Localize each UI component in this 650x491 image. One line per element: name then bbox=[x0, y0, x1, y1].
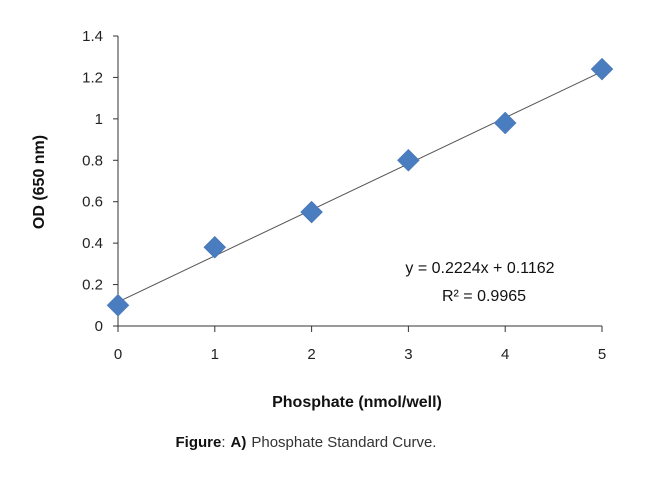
x-axis-title: Phosphate (nmol/well) bbox=[272, 394, 442, 411]
y-tick-label: 1 bbox=[95, 111, 103, 128]
data-point bbox=[203, 235, 227, 259]
data-point bbox=[590, 57, 614, 81]
x-tick-label: 3 bbox=[404, 346, 412, 363]
x-tick-label: 5 bbox=[598, 346, 606, 363]
y-tick-label: 0.6 bbox=[82, 194, 103, 211]
trendline-layer bbox=[117, 71, 603, 303]
y-axis-title: OD (650 nm) bbox=[31, 135, 48, 229]
figure-caption: Figure: A) Phosphate Standard Curve. bbox=[176, 434, 437, 451]
x-tick-label: 4 bbox=[501, 346, 509, 363]
caption-prefix: Figure bbox=[176, 434, 222, 451]
caption-text: Phosphate Standard Curve. bbox=[251, 434, 436, 451]
y-tick-label: 0.2 bbox=[82, 277, 103, 294]
labels: OD (650 nm) Phosphate (nmol/well) y = 0.… bbox=[31, 135, 555, 451]
data-points bbox=[106, 57, 614, 317]
data-point bbox=[300, 200, 323, 224]
axes: 0 0.2 0.4 0.6 0.8 1 1.2 1.4 0 1 2 3 4 5 bbox=[82, 28, 606, 363]
x-tick-label: 2 bbox=[307, 346, 315, 363]
y-tick-label: 0.4 bbox=[82, 235, 103, 252]
y-tick-label: 1.4 bbox=[82, 28, 103, 45]
caption-colon: : bbox=[221, 434, 225, 451]
trendline-r-squared: R² = 0.9965 bbox=[442, 288, 526, 305]
x-tick-label: 0 bbox=[114, 346, 122, 363]
y-tick-label: 1.2 bbox=[82, 69, 103, 86]
x-tick-label: 1 bbox=[211, 346, 219, 363]
y-tick-label: 0 bbox=[95, 318, 103, 335]
trendline bbox=[117, 71, 603, 303]
data-point bbox=[106, 293, 130, 317]
y-tick-label: 0.8 bbox=[82, 152, 103, 169]
data-point bbox=[493, 111, 517, 135]
data-point bbox=[397, 148, 420, 172]
trendline-equation: y = 0.2224x + 0.1162 bbox=[405, 260, 554, 277]
caption-part: A) bbox=[231, 434, 247, 451]
